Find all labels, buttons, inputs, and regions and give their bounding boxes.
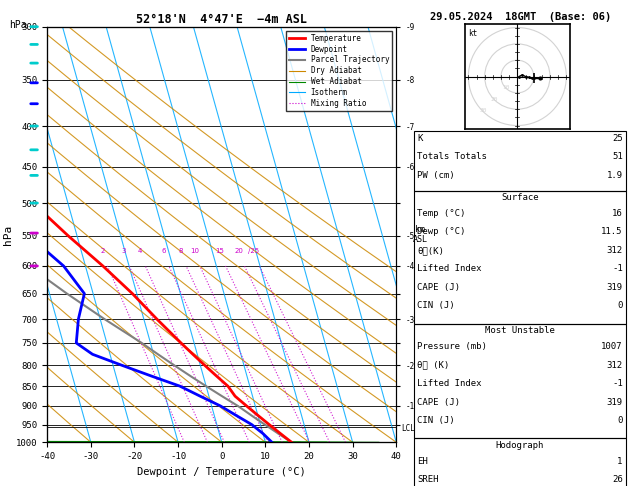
Text: 6: 6 [161, 248, 166, 254]
Text: 26: 26 [612, 475, 623, 485]
Text: kt: kt [469, 29, 477, 38]
Text: PW (cm): PW (cm) [417, 171, 455, 180]
Text: Hodograph: Hodograph [496, 441, 544, 450]
Text: K: K [417, 134, 423, 143]
Text: SREH: SREH [417, 475, 438, 485]
Text: 11.5: 11.5 [601, 227, 623, 237]
Text: 30: 30 [479, 108, 487, 113]
Text: 10: 10 [502, 86, 509, 90]
Text: 1007: 1007 [601, 342, 623, 351]
Text: hPa: hPa [9, 20, 27, 31]
Text: Surface: Surface [501, 193, 538, 202]
Text: Lifted Index: Lifted Index [417, 379, 482, 388]
Text: CAPE (J): CAPE (J) [417, 398, 460, 407]
Text: CAPE (J): CAPE (J) [417, 283, 460, 292]
X-axis label: Dewpoint / Temperature (°C): Dewpoint / Temperature (°C) [137, 467, 306, 477]
Text: -1: -1 [612, 379, 623, 388]
Y-axis label: km
ASL: km ASL [413, 225, 428, 244]
Text: 29.05.2024  18GMT  (Base: 06): 29.05.2024 18GMT (Base: 06) [430, 12, 611, 22]
Text: 51: 51 [612, 152, 623, 161]
Text: CIN (J): CIN (J) [417, 416, 455, 425]
Text: /25: /25 [248, 248, 259, 254]
Text: 1: 1 [617, 457, 623, 466]
Text: 10: 10 [190, 248, 199, 254]
Text: Dewp (°C): Dewp (°C) [417, 227, 465, 237]
Text: 319: 319 [606, 398, 623, 407]
Text: 20: 20 [491, 97, 498, 102]
Text: θᴄ (K): θᴄ (K) [417, 361, 449, 370]
Title: 52°18'N  4°47'E  −4m ASL: 52°18'N 4°47'E −4m ASL [136, 13, 307, 26]
Text: Most Unstable: Most Unstable [485, 326, 555, 335]
Text: 319: 319 [606, 283, 623, 292]
Text: Temp (°C): Temp (°C) [417, 209, 465, 218]
Text: 0: 0 [617, 416, 623, 425]
Text: Totals Totals: Totals Totals [417, 152, 487, 161]
Legend: Temperature, Dewpoint, Parcel Trajectory, Dry Adiabat, Wet Adiabat, Isotherm, Mi: Temperature, Dewpoint, Parcel Trajectory… [286, 31, 392, 111]
Text: Pressure (mb): Pressure (mb) [417, 342, 487, 351]
Text: 3: 3 [122, 248, 126, 254]
Text: 15: 15 [216, 248, 225, 254]
Text: 312: 312 [606, 246, 623, 255]
Text: 312: 312 [606, 361, 623, 370]
Text: EH: EH [417, 457, 428, 466]
Text: 0: 0 [617, 301, 623, 311]
Text: 2: 2 [100, 248, 104, 254]
Y-axis label: hPa: hPa [3, 225, 13, 244]
Text: 16: 16 [612, 209, 623, 218]
Text: 1.9: 1.9 [606, 171, 623, 180]
Text: 20: 20 [235, 248, 243, 254]
Text: -1: -1 [612, 264, 623, 274]
Text: θᴄ(K): θᴄ(K) [417, 246, 444, 255]
Text: 4: 4 [138, 248, 142, 254]
Text: Lifted Index: Lifted Index [417, 264, 482, 274]
Text: 25: 25 [612, 134, 623, 143]
Text: 8: 8 [179, 248, 183, 254]
Text: CIN (J): CIN (J) [417, 301, 455, 311]
